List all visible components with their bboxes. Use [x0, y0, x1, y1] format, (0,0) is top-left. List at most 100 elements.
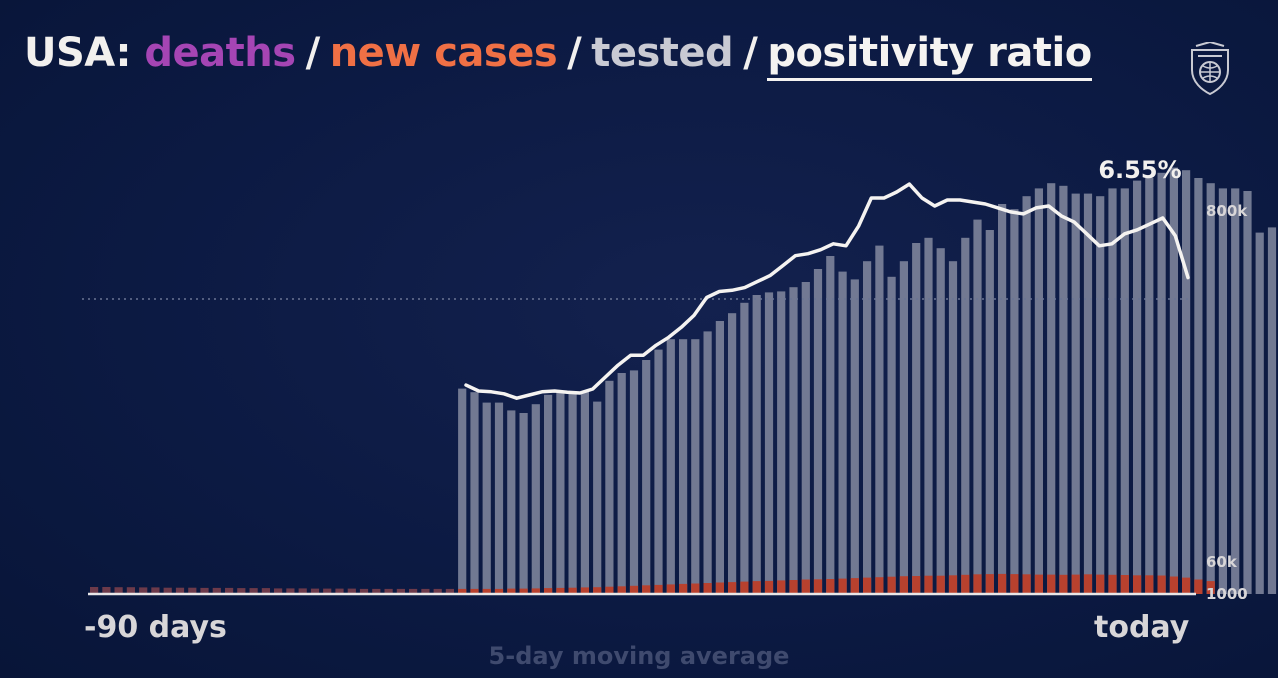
tested-bar: [494, 402, 504, 594]
tested-bar: [482, 402, 491, 594]
new-cases-bar: [948, 575, 958, 594]
tested-bar: [715, 321, 724, 594]
title-separator: /: [567, 30, 582, 76]
new-cases-bar: [445, 588, 454, 594]
new-cases-bar: [752, 581, 761, 594]
tested-bar: [777, 291, 786, 594]
new-cases-bar: [863, 577, 872, 594]
new-cases-bar: [875, 577, 884, 594]
new-cases-bar: [777, 580, 786, 594]
new-cases-bar: [998, 573, 1007, 594]
new-cases-bar: [531, 588, 540, 594]
tested-bar: [1231, 188, 1240, 594]
tested-bar: [948, 261, 958, 594]
new-cases-bar: [691, 583, 700, 594]
tested-bar: [912, 243, 921, 594]
new-cases-bar: [838, 578, 847, 594]
tested-bar: [1010, 209, 1019, 594]
tested-bar: [813, 269, 823, 594]
x-label-left: -90 days: [84, 610, 227, 645]
new-cases-bar: [899, 576, 908, 594]
tested-bar: [556, 392, 565, 594]
new-cases-bar: [629, 585, 639, 594]
y-tick-1000: 1000: [1206, 585, 1248, 603]
new-cases-bar: [1108, 574, 1117, 594]
new-cases-bar: [1034, 574, 1043, 594]
new-cases-bar: [126, 587, 135, 594]
tested-bar: [826, 256, 835, 594]
tested-bar: [752, 295, 761, 594]
tested-bar: [1022, 196, 1031, 594]
tested-bar: [605, 380, 614, 594]
y-tick-60k: 60k: [1206, 553, 1238, 571]
tested-bar: [887, 276, 896, 594]
new-cases-bar: [188, 587, 197, 594]
tested-bar: [1059, 185, 1068, 595]
new-cases-bar: [409, 588, 418, 594]
new-cases-bar: [433, 588, 442, 594]
tested-bar: [568, 391, 577, 594]
tested-bar: [642, 360, 651, 594]
x-label-right: today: [1094, 610, 1190, 645]
new-cases-bar: [715, 582, 724, 594]
new-cases-bar: [850, 578, 859, 594]
tested-bar: [617, 373, 626, 594]
tested-bar: [838, 271, 847, 594]
new-cases-bar: [813, 579, 823, 594]
new-cases-bar: [1010, 574, 1019, 594]
tested-bar: [1194, 178, 1203, 594]
title-new-cases[interactable]: new cases: [329, 30, 558, 76]
new-cases-bar: [1047, 574, 1056, 594]
new-cases-bar: [1022, 574, 1031, 594]
new-cases-bar: [568, 587, 577, 594]
caption-moving-average: 5-day moving average: [488, 642, 790, 670]
tested-bar: [1096, 196, 1105, 594]
new-cases-bar: [764, 580, 774, 594]
new-cases-bar: [347, 588, 356, 594]
new-cases-bar: [801, 579, 810, 594]
new-cases-bar: [1194, 579, 1203, 594]
new-cases-bar: [1157, 575, 1166, 594]
new-cases-bar: [151, 587, 160, 594]
tested-bar: [1108, 188, 1117, 594]
new-cases-bar: [789, 580, 798, 594]
new-cases-bar: [494, 588, 504, 594]
new-cases-bar: [90, 587, 99, 594]
tested-bar: [519, 413, 528, 594]
title-separator: /: [743, 30, 758, 76]
tested-bar: [679, 339, 688, 594]
new-cases-bar: [507, 588, 516, 594]
new-cases-bar: [544, 588, 553, 594]
new-cases-bar: [249, 588, 258, 594]
new-cases-bar: [298, 588, 307, 594]
tested-bar: [458, 388, 467, 594]
new-cases-bar: [654, 584, 663, 594]
tested-bar: [1182, 170, 1191, 594]
new-cases-bar: [961, 574, 970, 594]
tested-bar: [1243, 191, 1252, 594]
new-cases-bar: [679, 583, 688, 594]
new-cases-bar: [556, 587, 565, 594]
tested-bar: [1083, 193, 1093, 594]
new-cases-bar: [1133, 575, 1142, 594]
title-separator: /: [305, 30, 321, 76]
new-cases-bar: [580, 587, 589, 594]
new-cases-bar: [212, 587, 221, 594]
title-deaths[interactable]: deaths: [144, 30, 296, 76]
tested-bar: [740, 302, 749, 594]
new-cases-bar: [985, 574, 994, 594]
title-tested[interactable]: tested: [591, 30, 734, 76]
new-cases-bar: [200, 587, 209, 594]
tested-bar: [580, 391, 589, 594]
new-cases-bar: [1120, 575, 1129, 594]
tested-bar: [1157, 172, 1166, 595]
tested-bar: [703, 331, 712, 594]
tested-bar: [593, 401, 602, 594]
new-cases-bar: [274, 588, 283, 594]
tested-bars: [458, 167, 1277, 595]
title-prefix: USA:: [24, 30, 131, 76]
title-positivity-ratio[interactable]: positivity ratio: [767, 30, 1092, 81]
tested-bar: [863, 261, 872, 594]
new-cases-bar: [936, 575, 945, 594]
